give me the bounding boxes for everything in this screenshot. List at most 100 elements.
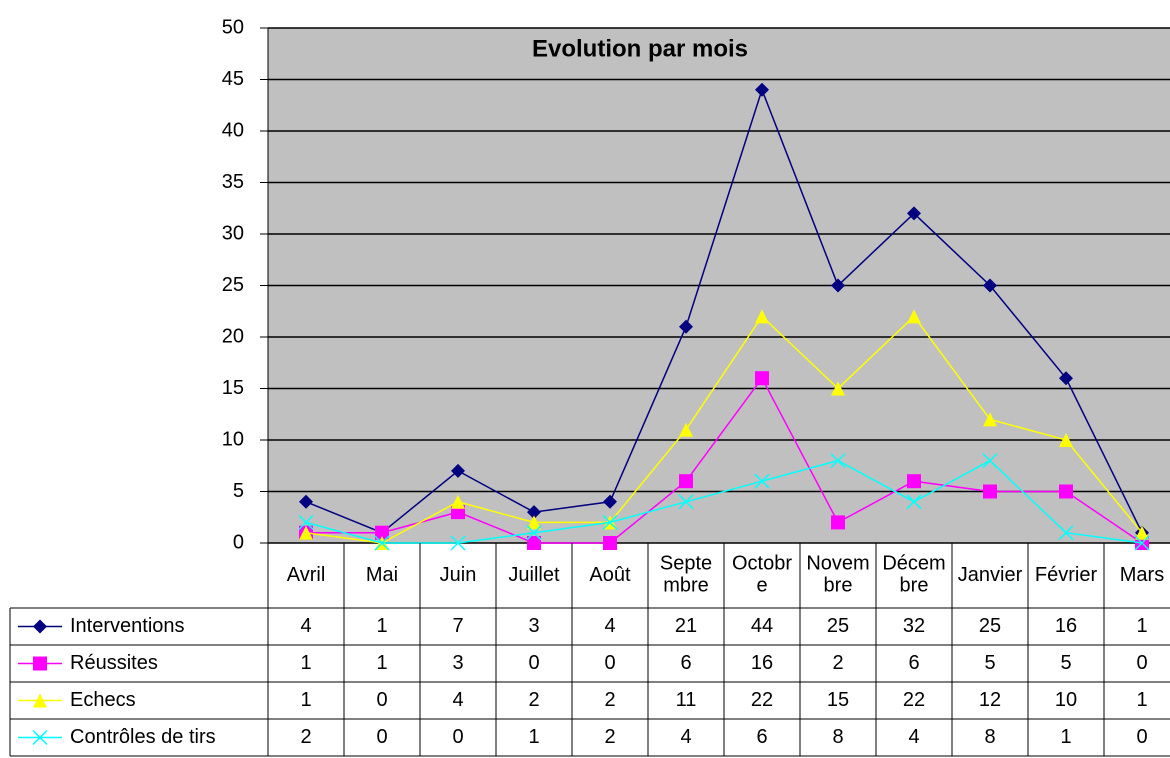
- marker: [527, 536, 541, 550]
- marker: [678, 494, 694, 510]
- legend-label: Contrôles de tirs: [70, 726, 216, 748]
- table-value: 1: [300, 689, 311, 711]
- category-label: Octobr e: [732, 553, 792, 597]
- y-tick-label: 30: [222, 222, 244, 244]
- table-value: 1: [1136, 615, 1147, 637]
- marker: [1059, 371, 1073, 386]
- marker: [603, 536, 617, 550]
- legend-marker: [32, 729, 48, 746]
- marker: [526, 525, 542, 541]
- table-value: 3: [528, 615, 539, 637]
- legend-marker: [33, 693, 47, 708]
- table-value: 32: [903, 615, 925, 637]
- table-value: 7: [452, 615, 463, 637]
- table-value: 0: [528, 652, 539, 674]
- marker: [299, 525, 313, 540]
- table-value: 1: [376, 615, 387, 637]
- y-tick-label: 5: [233, 480, 244, 502]
- marker: [298, 514, 314, 530]
- marker: [983, 412, 997, 427]
- series-line: [305, 459, 1143, 544]
- y-tick-label: 20: [222, 325, 244, 347]
- marker: [527, 505, 541, 520]
- y-tick-label: 25: [222, 274, 244, 296]
- table-value: 0: [1136, 652, 1147, 674]
- category-label: Novem bre: [806, 553, 869, 597]
- category-label: Juillet: [508, 564, 560, 586]
- y-tick-label: 10: [222, 428, 244, 450]
- marker: [679, 422, 693, 437]
- marker: [831, 515, 845, 530]
- table-value: 4: [604, 615, 615, 637]
- marker: [754, 473, 770, 489]
- category-label: Février: [1035, 564, 1098, 586]
- category-label: Juin: [440, 564, 477, 586]
- table-value: 22: [751, 689, 773, 711]
- marker: [1059, 484, 1073, 499]
- marker: [1135, 525, 1149, 540]
- marker: [830, 453, 846, 469]
- marker: [755, 309, 769, 324]
- table-value: 2: [604, 689, 615, 711]
- table-value: 6: [908, 652, 919, 674]
- table-value: 16: [1055, 615, 1077, 637]
- legend-marker: [33, 656, 47, 671]
- marker: [451, 463, 465, 478]
- series-line: [306, 376, 1143, 544]
- table-value: 1: [1060, 726, 1071, 748]
- marker: [602, 514, 618, 530]
- table-value: 0: [376, 726, 387, 748]
- table-value: 0: [376, 689, 387, 711]
- category-label: Avril: [287, 564, 326, 586]
- table-value: 1: [1136, 689, 1147, 711]
- series-line: [305, 315, 1143, 544]
- marker: [907, 206, 921, 221]
- category-label: Mai: [366, 564, 398, 586]
- marker: [1058, 525, 1074, 541]
- legend-marker: [33, 619, 47, 634]
- table-value: 15: [827, 689, 849, 711]
- table-value: 2: [832, 652, 843, 674]
- y-tick-label: 40: [222, 119, 244, 141]
- table-value: 11: [676, 689, 697, 711]
- marker: [907, 309, 921, 324]
- marker: [907, 474, 921, 489]
- table-value: 4: [300, 615, 311, 637]
- marker: [982, 453, 998, 469]
- table-value: 1: [376, 652, 387, 674]
- marker: [831, 381, 845, 396]
- table-value: 21: [675, 615, 697, 637]
- legend-label: Réussites: [70, 652, 158, 674]
- table-value: 8: [984, 726, 995, 748]
- category-label: Août: [589, 564, 631, 586]
- marker: [603, 494, 617, 509]
- table-value: 2: [528, 689, 539, 711]
- table-value: 1: [300, 652, 311, 674]
- marker: [1059, 433, 1073, 447]
- marker: [679, 474, 693, 489]
- y-tick-label: 35: [222, 171, 244, 193]
- table-value: 8: [832, 726, 843, 748]
- table-value: 1: [528, 726, 539, 748]
- table-value: 6: [756, 726, 767, 748]
- table-value: 44: [751, 615, 773, 637]
- marker: [450, 535, 466, 551]
- table-value: 25: [827, 615, 849, 637]
- series-line: [305, 87, 1143, 534]
- table-value: 0: [452, 726, 463, 748]
- marker: [755, 371, 769, 386]
- table-value: 3: [452, 652, 463, 674]
- legend-label: Echecs: [70, 689, 136, 711]
- y-tick-label: 0: [233, 531, 244, 553]
- table-value: 0: [1136, 726, 1147, 748]
- marker: [374, 535, 390, 551]
- marker: [679, 319, 693, 334]
- table-value: 25: [979, 615, 1001, 637]
- category-label: Décem bre: [882, 553, 945, 597]
- category-label: Septe mbre: [660, 553, 712, 597]
- marker: [983, 484, 997, 499]
- table-value: 0: [604, 652, 615, 674]
- table-value: 5: [1060, 652, 1071, 674]
